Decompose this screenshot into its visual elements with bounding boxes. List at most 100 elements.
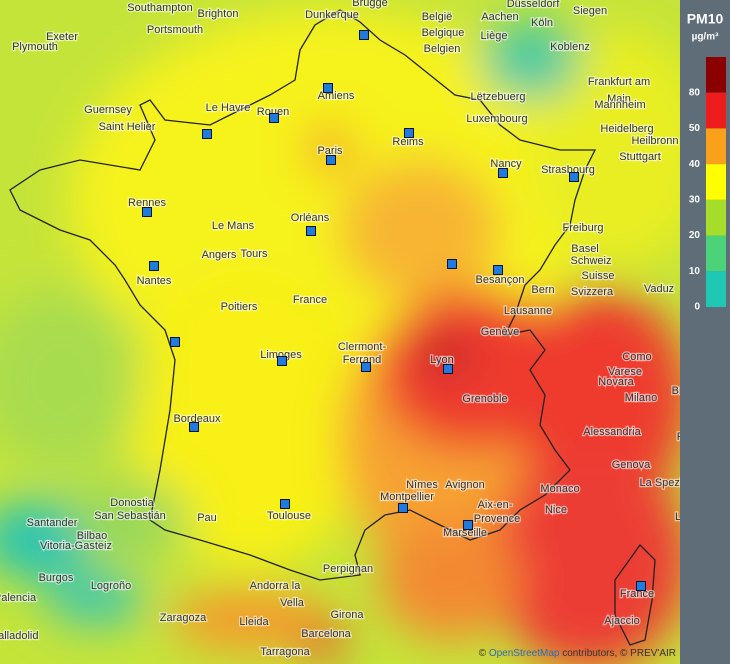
place-label: Tarragona	[260, 646, 310, 658]
place-label: Besançon	[476, 274, 525, 286]
station	[269, 113, 279, 123]
legend-label: 0	[694, 302, 700, 313]
station	[404, 128, 414, 138]
stations	[142, 30, 646, 591]
station	[493, 265, 503, 275]
legend-title: PM10	[687, 11, 724, 27]
place-label: Liège	[481, 30, 508, 42]
place-label: Heidelberg	[600, 123, 653, 135]
place-label: Exeter	[46, 31, 78, 43]
place-label: Brighton	[198, 8, 239, 20]
station	[498, 168, 508, 178]
place-label: Tours	[241, 248, 268, 260]
place-label: Lyon	[430, 354, 453, 366]
place-label: Vitoria-Gasteiz	[40, 540, 112, 552]
place-label: Bern	[531, 284, 554, 296]
station	[170, 337, 180, 347]
attribution-text: contributors, © PREV'AIR	[562, 648, 676, 659]
place-label: Plymouth	[12, 41, 58, 53]
legend-swatch	[706, 271, 726, 307]
station	[569, 172, 579, 182]
place-label: Aachen	[481, 11, 518, 23]
place-label: Alessandria	[583, 426, 641, 438]
station	[398, 503, 408, 513]
place-label: Donostia	[110, 497, 154, 509]
place-label: Le Mans	[212, 220, 255, 232]
legend-swatch	[706, 92, 726, 129]
place-label: Strasbourg	[541, 164, 595, 176]
place-label: Lausanne	[504, 305, 552, 317]
place-label: Grenoble	[462, 393, 507, 405]
place-label: Angers	[202, 249, 237, 261]
place-label: Marseille	[443, 527, 487, 539]
place-label: België	[422, 11, 453, 23]
legend-swatch	[706, 128, 726, 165]
place-label: Dunkerque	[305, 9, 359, 21]
attribution: © OpenStreetMap contributors, © PREV'AIR	[479, 648, 676, 659]
place-label: Aix-en-	[478, 499, 513, 511]
legend-label: 30	[689, 194, 701, 205]
place-label: La Spezia	[640, 477, 690, 489]
legend-label: 50	[689, 123, 701, 134]
station	[463, 520, 473, 530]
station	[326, 155, 336, 165]
place-label: Le Havre	[206, 102, 251, 114]
place-label: Toulouse	[267, 510, 311, 522]
place-label: Genova	[612, 459, 651, 471]
place-label: Ajaccio	[604, 615, 639, 627]
pollution-layer	[0, 0, 680, 664]
place-label: Avignon	[445, 479, 485, 491]
place-label: Logroño	[91, 580, 131, 592]
place-label: Nice	[545, 504, 567, 516]
place-label: Heilbronn	[631, 135, 678, 147]
place-label: Valladolid	[0, 630, 38, 642]
place-label: Orléans	[291, 212, 330, 224]
legend-swatch	[706, 164, 726, 200]
station	[202, 129, 212, 139]
place-label: Barcelona	[301, 628, 351, 640]
station	[447, 259, 457, 269]
place-label: Provence	[474, 513, 520, 525]
place-label: Montpellier	[380, 491, 434, 503]
place-label: Nantes	[137, 275, 172, 287]
station	[277, 356, 287, 366]
place-label: Monaco	[540, 483, 579, 495]
place-label: Varese	[608, 366, 642, 378]
place-label: Nîmes	[406, 479, 438, 491]
legend-swatch	[706, 235, 726, 272]
legend-label: 40	[689, 159, 701, 170]
place-label: Genève	[481, 326, 520, 338]
place-label: Rouen	[257, 106, 289, 118]
place-label: Santander	[27, 517, 78, 529]
place-label: Novara	[598, 376, 634, 388]
place-label: Rennes	[128, 197, 166, 209]
osm-link[interactable]: OpenStreetMap	[489, 648, 560, 659]
place-label: Vella	[280, 597, 305, 609]
place-label: Köln	[531, 17, 553, 29]
place-label: Suisse	[581, 270, 614, 282]
place-label: Svizzera	[571, 286, 614, 298]
place-label: Nancy	[490, 158, 522, 170]
legend-label: 80	[689, 87, 701, 98]
station	[323, 83, 333, 93]
place-label: Reims	[392, 136, 424, 148]
place-label: Vaduz	[644, 283, 674, 295]
place-label: Clermont-	[338, 341, 387, 353]
place-label: Saint Helier	[99, 121, 156, 133]
place-label: Ferrand	[343, 354, 382, 366]
place-label: Como	[622, 351, 651, 363]
legend-unit: µg/m³	[692, 32, 720, 43]
place-label: Bordeaux	[173, 413, 221, 425]
place-label: Belgique	[422, 27, 465, 39]
place-label: Bilbao	[77, 530, 108, 542]
place-label: Andorra la	[250, 580, 302, 592]
station	[306, 226, 316, 236]
place-label: Poitiers	[221, 301, 258, 313]
place-label: Burgos	[39, 572, 74, 584]
place-label: Düsseldorf	[507, 0, 561, 10]
place-label: Girona	[330, 609, 364, 621]
place-label: Schweiz	[571, 255, 612, 267]
place-label: Luxembourg	[466, 113, 527, 125]
place-label: Siegen	[573, 5, 607, 17]
